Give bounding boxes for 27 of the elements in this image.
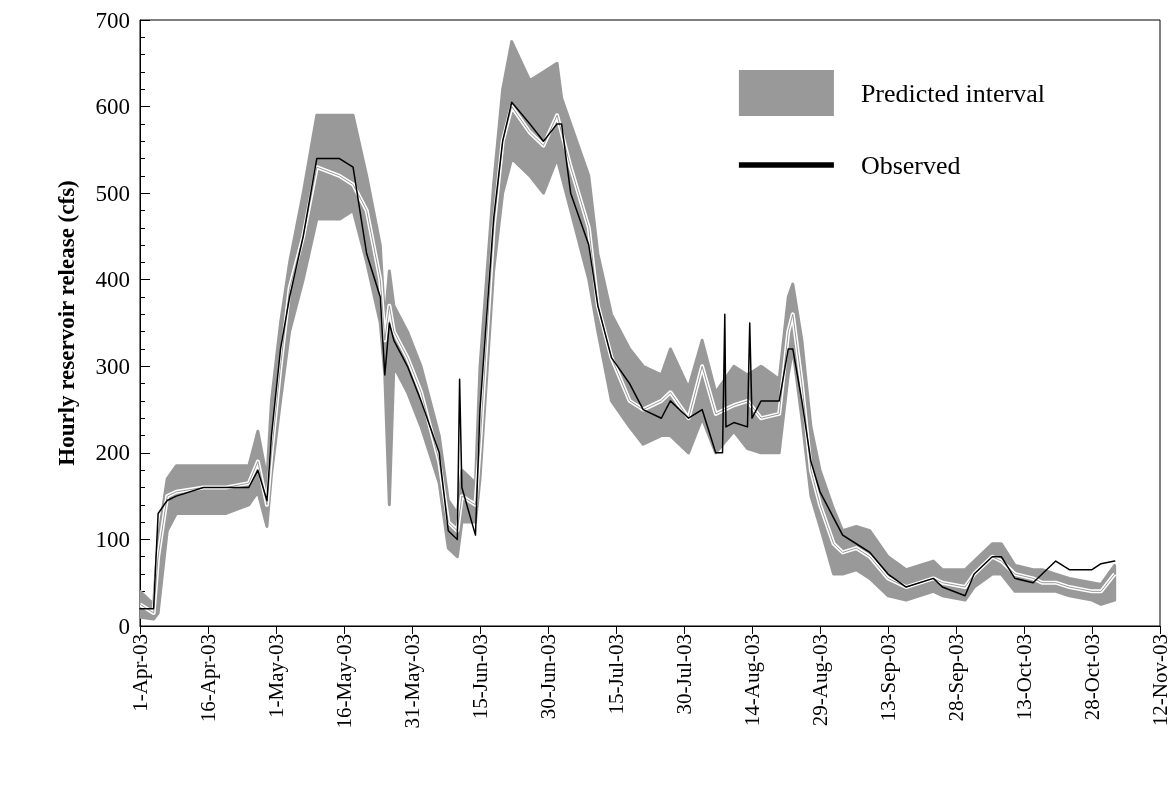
x-tick-label: 12-Nov-03 [1148, 634, 1172, 727]
x-tick-label: 1-Apr-03 [128, 634, 152, 712]
y-tick-label: 100 [95, 526, 130, 552]
legend-label: Observed [860, 150, 961, 180]
x-tick-label: 15-Jul-03 [604, 634, 628, 715]
y-tick-label: 0 [118, 613, 130, 639]
x-tick-label: 29-Aug-03 [808, 634, 832, 727]
x-tick-label: 13-Sep-03 [876, 634, 900, 722]
y-tick-label: 500 [95, 180, 130, 206]
x-tick-label: 14-Aug-03 [740, 634, 764, 727]
y-tick-label: 700 [95, 7, 130, 33]
x-tick-label: 28-Sep-03 [944, 634, 968, 722]
x-tick-label: 16-Apr-03 [196, 634, 220, 723]
x-tick-label: 16-May-03 [332, 634, 356, 729]
x-tick-label: 15-Jun-03 [468, 634, 492, 720]
y-axis-title: Hourly reservoir release (cfs) [54, 180, 79, 466]
x-tick-label: 31-May-03 [400, 634, 424, 729]
x-tick-label: 1-May-03 [264, 634, 288, 718]
y-tick-label: 600 [95, 94, 130, 120]
y-tick-label: 400 [95, 267, 130, 293]
x-tick-label: 28-Oct-03 [1080, 634, 1104, 721]
x-tick-label: 13-Oct-03 [1012, 634, 1036, 721]
x-tick-label: 30-Jun-03 [536, 634, 560, 720]
y-tick-label: 200 [95, 440, 130, 466]
x-tick-label: 30-Jul-03 [672, 634, 696, 715]
legend-label: Predicted interval [860, 78, 1046, 108]
y-tick-label: 300 [95, 353, 130, 379]
